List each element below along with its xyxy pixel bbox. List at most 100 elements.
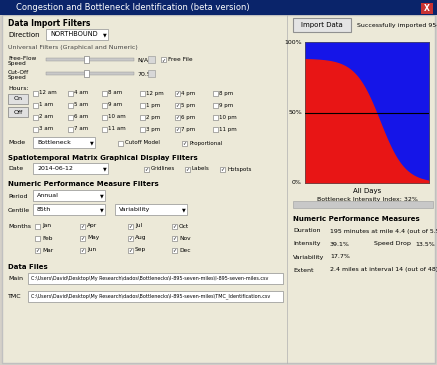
Text: May: May xyxy=(87,235,99,241)
Text: ✓: ✓ xyxy=(182,141,187,146)
Text: 2 am: 2 am xyxy=(39,115,53,119)
Text: Direction: Direction xyxy=(8,32,40,38)
Text: ▼: ▼ xyxy=(100,207,104,212)
Text: ✓: ✓ xyxy=(128,235,132,241)
Text: Off: Off xyxy=(14,110,23,115)
Text: All Days: All Days xyxy=(353,188,381,194)
Bar xyxy=(33,127,38,131)
Bar xyxy=(33,103,38,108)
Bar xyxy=(33,163,108,174)
Bar xyxy=(182,141,187,146)
Text: 8 pm: 8 pm xyxy=(219,91,233,96)
Text: ✓: ✓ xyxy=(128,223,132,228)
Text: Numeric Performance Measure Filters: Numeric Performance Measure Filters xyxy=(8,181,159,187)
Text: 11 pm: 11 pm xyxy=(219,127,237,131)
Text: 7 pm: 7 pm xyxy=(181,127,195,131)
Bar xyxy=(102,115,107,119)
Bar xyxy=(140,127,145,131)
Bar xyxy=(172,247,177,253)
Text: Jan: Jan xyxy=(42,223,51,228)
Text: 100%: 100% xyxy=(284,39,302,45)
Text: 3 pm: 3 pm xyxy=(146,127,160,131)
Text: 9 pm: 9 pm xyxy=(219,103,233,108)
Bar xyxy=(128,223,133,228)
Bar xyxy=(144,166,149,172)
Text: ✓: ✓ xyxy=(80,223,85,228)
Bar xyxy=(115,204,187,215)
Text: Data Files: Data Files xyxy=(8,264,48,270)
Text: NORTHBOUND: NORTHBOUND xyxy=(50,31,97,38)
Bar xyxy=(35,223,40,228)
Text: Mode: Mode xyxy=(8,141,25,146)
Text: Hotspots: Hotspots xyxy=(227,166,251,172)
Bar xyxy=(175,115,180,119)
Bar xyxy=(80,223,85,228)
Text: Numeric Performance Measures: Numeric Performance Measures xyxy=(293,216,420,222)
Text: Mar: Mar xyxy=(42,247,53,253)
Bar xyxy=(46,29,108,40)
Bar xyxy=(8,94,28,104)
Bar xyxy=(140,103,145,108)
Text: 2014-06-12: 2014-06-12 xyxy=(37,166,73,171)
Text: ✓: ✓ xyxy=(175,127,180,131)
Text: Nov: Nov xyxy=(179,235,191,241)
Bar xyxy=(84,70,89,77)
Text: 39.1%: 39.1% xyxy=(330,242,350,246)
Bar xyxy=(33,137,95,148)
Text: Proportional: Proportional xyxy=(189,141,222,146)
Text: Congestion and Bottleneck Identification (beta version): Congestion and Bottleneck Identification… xyxy=(16,3,250,12)
Bar xyxy=(68,127,73,131)
Text: 70.5: 70.5 xyxy=(137,72,151,77)
Text: Sep: Sep xyxy=(135,247,146,253)
Text: Centile: Centile xyxy=(8,207,30,212)
Text: 13.5%: 13.5% xyxy=(415,242,435,246)
Text: Variability: Variability xyxy=(293,254,324,260)
Text: Oct: Oct xyxy=(179,223,189,228)
Text: Free File: Free File xyxy=(168,57,193,62)
Text: Cut-Off: Cut-Off xyxy=(8,70,29,76)
Text: 12 pm: 12 pm xyxy=(146,91,164,96)
Text: Aug: Aug xyxy=(135,235,146,241)
Bar xyxy=(80,247,85,253)
Bar xyxy=(68,91,73,96)
Text: 6 pm: 6 pm xyxy=(181,115,195,119)
Text: 2 pm: 2 pm xyxy=(146,115,160,119)
Bar xyxy=(102,103,107,108)
Text: Months: Months xyxy=(8,223,31,228)
Bar xyxy=(140,115,145,119)
Text: Jun: Jun xyxy=(87,247,96,253)
Text: ▼: ▼ xyxy=(90,140,94,145)
Bar xyxy=(172,223,177,228)
Bar xyxy=(140,91,145,96)
Bar xyxy=(175,127,180,131)
Text: 12 am: 12 am xyxy=(39,91,57,96)
Text: ▼: ▼ xyxy=(182,207,186,212)
Text: 0%: 0% xyxy=(292,181,302,185)
Bar xyxy=(148,70,155,77)
Text: Gridlines: Gridlines xyxy=(151,166,175,172)
Text: ✓: ✓ xyxy=(145,166,149,172)
Bar xyxy=(80,235,85,241)
Bar xyxy=(220,166,225,172)
Text: 3 am: 3 am xyxy=(39,127,53,131)
Text: 50%: 50% xyxy=(288,110,302,115)
Text: Apr: Apr xyxy=(87,223,97,228)
Text: Successfully imported 954556 records: Successfully imported 954556 records xyxy=(357,23,437,27)
Text: TMC: TMC xyxy=(8,295,21,300)
Text: 5 am: 5 am xyxy=(74,103,88,108)
Bar xyxy=(28,291,283,302)
Bar xyxy=(421,3,433,14)
Bar xyxy=(185,166,190,172)
Text: ✓: ✓ xyxy=(173,223,177,228)
Text: Spatiotemporal Matrix Graphical Display Filters: Spatiotemporal Matrix Graphical Display … xyxy=(8,155,198,161)
Text: ▼: ▼ xyxy=(103,32,107,37)
Text: Main: Main xyxy=(8,277,23,281)
Bar xyxy=(175,91,180,96)
Text: Cutoff Model: Cutoff Model xyxy=(125,141,160,146)
Bar xyxy=(102,127,107,131)
Text: ✓: ✓ xyxy=(80,247,85,253)
Text: ✓: ✓ xyxy=(173,235,177,241)
Bar xyxy=(35,247,40,253)
Bar xyxy=(33,115,38,119)
Text: Intensity: Intensity xyxy=(293,242,320,246)
